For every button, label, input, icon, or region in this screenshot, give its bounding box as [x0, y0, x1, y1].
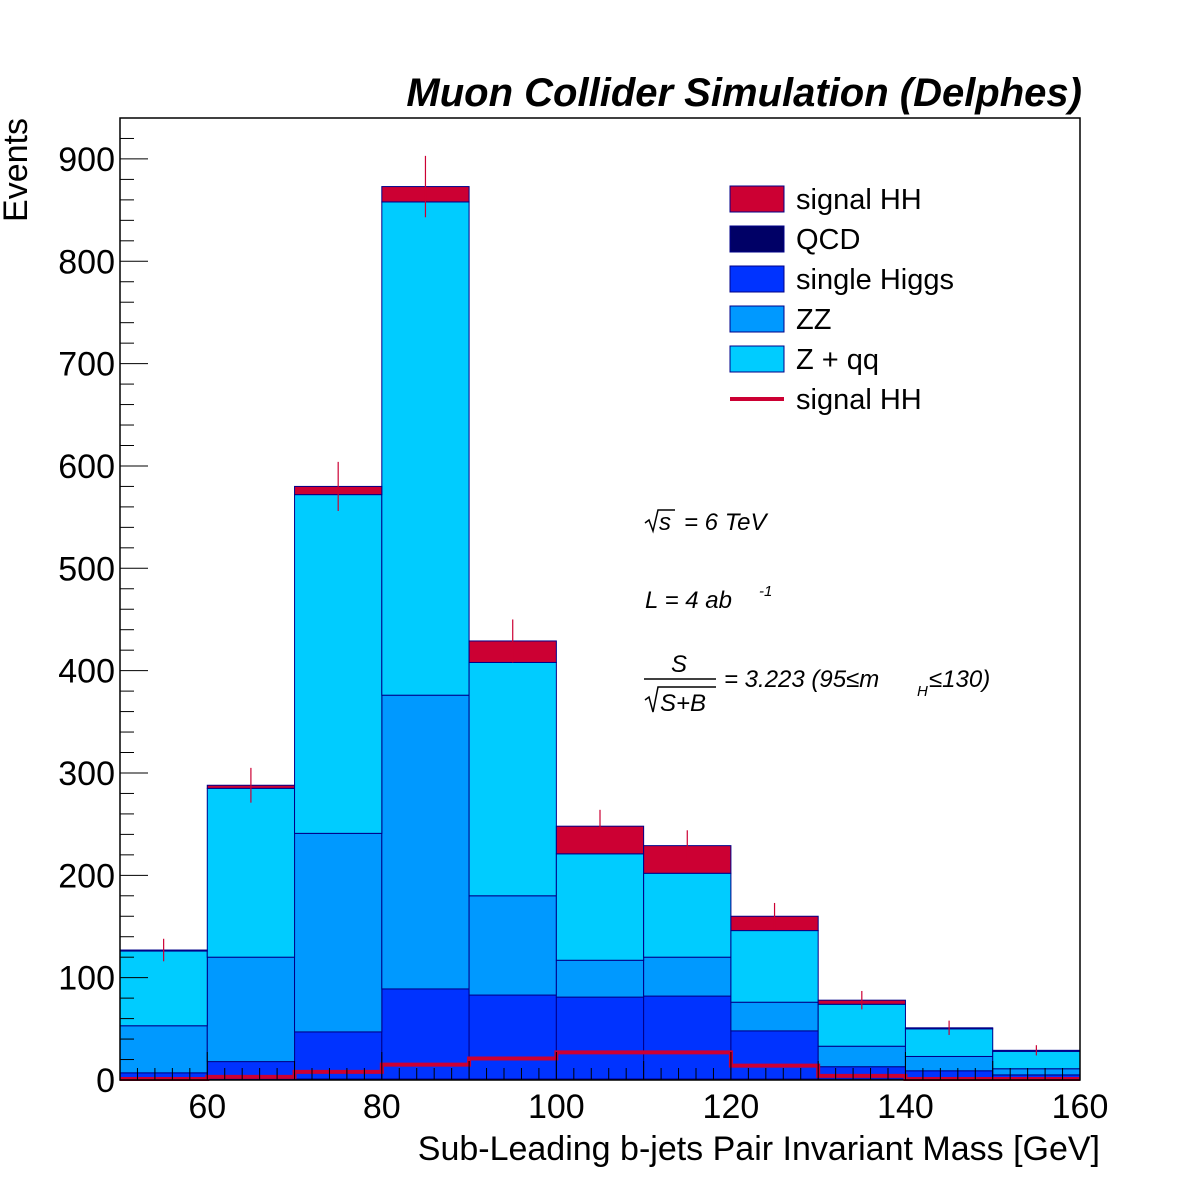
legend-label-3: ZZ: [796, 304, 831, 336]
bar-zz-3: [381, 694, 470, 990]
chart-title: Muon Collider Simulation (Delphes): [406, 71, 1082, 115]
legend-swatch-3: [729, 305, 785, 333]
bar-zz-2: [294, 832, 383, 1033]
bar-zz-7: [730, 1001, 819, 1032]
x-tick-label-160: 160: [1052, 1088, 1109, 1126]
x-tick-label-60: 60: [188, 1088, 226, 1126]
bar-z-qq-2: [294, 494, 383, 834]
y-tick-label-900: 900: [58, 141, 115, 179]
bar-single-higgs-5: [555, 996, 645, 1080]
sqrt-symbol: [644, 509, 675, 534]
bar-z-qq-6: [643, 872, 732, 958]
bar-single-higgs-4: [468, 994, 557, 1080]
bar-single-higgs-7: [730, 1030, 819, 1080]
y-axis-label: Events: [0, 118, 35, 222]
bar-single-higgs-6: [643, 995, 732, 1080]
x-tick-label-120: 120: [703, 1088, 760, 1126]
legend-label-4: Z + qq: [796, 344, 879, 376]
bar-zz-1: [206, 956, 296, 1063]
legend-label-2: single Higgs: [796, 264, 954, 296]
bar-zz-6: [643, 956, 732, 997]
y-tick-label-0: 0: [96, 1062, 115, 1100]
x-tick-label-100: 100: [528, 1088, 585, 1126]
luminosity-value: L = 4 ab: [645, 587, 732, 614]
significance-value: = 3.223 (95≤m: [724, 666, 879, 693]
legend-swatch-1: [729, 225, 785, 253]
y-tick-label-200: 200: [58, 857, 115, 895]
bar-z-qq-1: [206, 787, 296, 958]
bar-z-qq-3: [381, 201, 470, 696]
x-tick-label-140: 140: [877, 1088, 934, 1126]
x-tick-label-80: 80: [363, 1088, 401, 1126]
legend-swatch-0: [729, 185, 785, 213]
bar-zz-9: [904, 1055, 994, 1072]
energy-value: = 6 TeV: [684, 509, 769, 536]
bar-z-qq-4: [468, 661, 557, 897]
legend: signal HH QCD single Higgs ZZ Z + qq signal H…: [729, 184, 954, 416]
bar-zz-5: [555, 959, 645, 998]
histogram-stack: [119, 186, 1081, 1081]
fraction-denominator: S+B: [660, 690, 706, 717]
sqrt-s-label: s: [659, 509, 671, 536]
axis-ticks: 60 80 100 120 140 160 0 100 200 300 400 500 600 700 80…: [58, 117, 1109, 1126]
x-axis-label: Sub-Leading b-jets Pair Invariant Mass […: [418, 1130, 1100, 1168]
y-tick-label-800: 800: [58, 243, 115, 281]
luminosity-exponent: -1: [759, 583, 772, 600]
bar-z-qq-5: [555, 853, 645, 961]
legend-label-5: signal HH: [796, 384, 922, 416]
y-tick-label-300: 300: [58, 755, 115, 793]
energy-annotation: s = 6 TeV: [644, 509, 769, 536]
mass-subscript: H: [917, 683, 928, 700]
bar-z-qq-8: [817, 1003, 906, 1047]
luminosity-annotation: L = 4 ab -1: [645, 583, 772, 614]
fraction-numerator: S: [671, 651, 687, 678]
y-tick-label-700: 700: [58, 346, 115, 384]
error-bars: [163, 155, 1037, 1056]
y-tick-label-400: 400: [58, 653, 115, 691]
plot-frame: [119, 117, 1081, 1081]
legend-label-1: QCD: [796, 224, 860, 256]
annotations: s = 6 TeV L = 4 ab -1 S S+B = 3.223 (95≤…: [644, 509, 990, 717]
y-tick-label-500: 500: [58, 550, 115, 588]
legend-label-0: signal HH: [796, 184, 922, 216]
mass-window-tail: ≤130): [929, 666, 990, 693]
significance-annotation: S S+B = 3.223 (95≤m H ≤130): [644, 651, 990, 717]
legend-swatch-4: [729, 345, 785, 373]
bar-zz-4: [468, 895, 557, 996]
sqrt-symbol-denominator: [644, 686, 716, 713]
bar-zz-10: [992, 1068, 1081, 1076]
bar-z-qq-0: [119, 950, 208, 1027]
y-tick-label-600: 600: [58, 448, 115, 486]
legend-swatch-2: [729, 265, 785, 293]
bar-z-qq-7: [730, 930, 819, 1003]
bar-zz-0: [119, 1025, 208, 1074]
bar-zz-8: [817, 1045, 906, 1068]
y-tick-label-100: 100: [58, 960, 115, 998]
